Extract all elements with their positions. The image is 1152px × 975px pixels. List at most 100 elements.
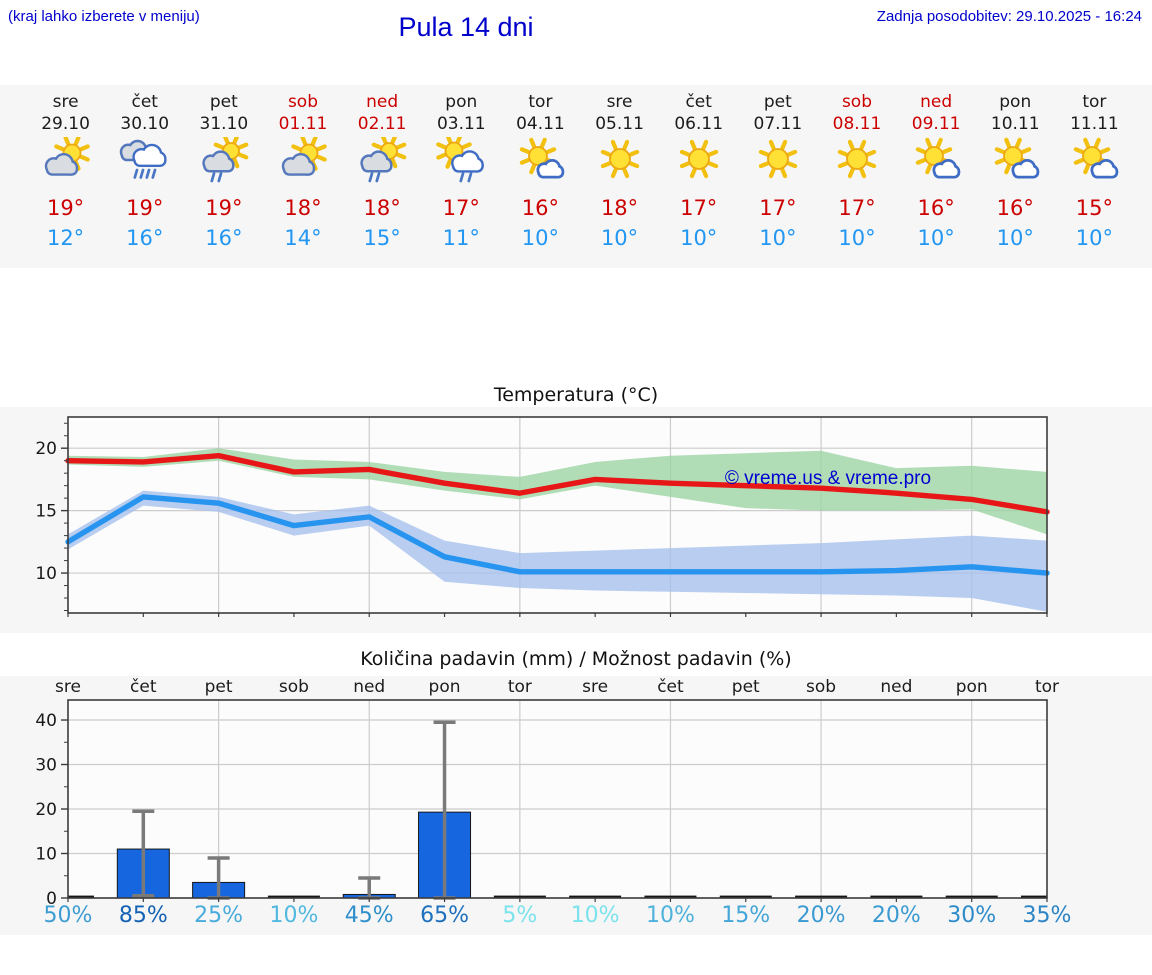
tmax-label: 16°	[917, 196, 955, 220]
sunny-icon	[758, 139, 798, 179]
tmin-label: 10°	[759, 226, 797, 250]
precip-day-label: pon	[955, 677, 988, 697]
tmin-label: 16°	[126, 226, 164, 250]
day-date-label: 02.11	[357, 114, 407, 134]
precipitation-chart-title: Količina padavin (mm) / Možnost padavin …	[360, 648, 792, 670]
sun-small-cloud-icon	[994, 137, 1040, 179]
svg-text:40: 40	[35, 711, 57, 731]
precip-zero-bar	[719, 895, 772, 898]
tmax-label: 18°	[363, 196, 401, 220]
svg-text:15: 15	[35, 502, 57, 522]
forecast-strip: sre 29.10 19° 12° čet 30.10 19° 16° pet 31.10 19° 1…	[0, 85, 1152, 268]
sun-small-cloud-icon	[915, 137, 961, 179]
svg-text:10: 10	[35, 564, 57, 584]
svg-text:20: 20	[35, 800, 57, 820]
forecast-day: pet 31.10 19° 16°	[184, 85, 263, 268]
day-name-label: pet	[763, 92, 792, 112]
precip-probability-label: 65%	[420, 903, 469, 928]
tmin-label: 10°	[600, 226, 639, 250]
precip-day-label: ned	[880, 677, 913, 697]
day-name-label: sob	[841, 92, 872, 112]
precip-day-label: sob	[278, 677, 309, 697]
tmin-label: 10°	[996, 226, 1034, 250]
day-date-label: 01.11	[278, 114, 328, 134]
precip-day-label: sre	[582, 677, 609, 697]
day-date-label: 07.11	[753, 114, 803, 134]
temperature-chart-title: Temperatura (°C)	[493, 384, 659, 406]
temperature-chart: © vreme.us & vreme.pro 10 15 20	[35, 416, 1050, 617]
tmax-label: 18°	[600, 196, 639, 220]
precip-zero-bar	[945, 895, 998, 898]
tmin-label: 10°	[917, 226, 955, 250]
menu-hint: (kraj lahko izberete v meniju)	[8, 8, 200, 25]
day-name-label: čet	[131, 92, 158, 112]
forecast-day: ned 02.11 18° 15°	[343, 85, 422, 268]
precip-zero-bar	[267, 895, 320, 898]
precip-day-label: sob	[806, 677, 837, 697]
day-name-label: pet	[209, 92, 238, 112]
forecast-day: sob 01.11 18° 14°	[263, 85, 342, 268]
sun-whitecloud-rain-icon	[436, 137, 485, 183]
sun-gray-cloud-icon	[44, 137, 90, 176]
rain-clouds-icon	[119, 139, 167, 179]
day-name-label: čet	[685, 92, 712, 112]
min-temperature-line	[65, 494, 1050, 576]
precip-probability-label: 20%	[871, 903, 921, 928]
sunny-icon	[600, 139, 639, 179]
day-name-label: pon	[999, 92, 1032, 112]
precip-probability-label: 35%	[1022, 903, 1072, 928]
precip-probability-label: 50%	[43, 903, 93, 928]
precip-day-label: čet	[657, 677, 684, 697]
day-date-label: 08.11	[832, 114, 882, 134]
day-date-label: 11.11	[1070, 114, 1119, 134]
page-title: Pula 14 dni	[398, 12, 534, 42]
forecast-day: pon 10.11 16° 10°	[976, 85, 1055, 268]
tmin-label: 10°	[1075, 226, 1114, 250]
tmin-label: 16°	[205, 226, 243, 250]
tmin-label: 11°	[442, 226, 480, 250]
tmin-label: 14°	[284, 226, 322, 250]
svg-text:20: 20	[35, 439, 57, 459]
sun-small-cloud-icon	[520, 137, 565, 179]
precip-day-label: čet	[130, 677, 157, 697]
tmax-label: 15°	[1075, 196, 1114, 220]
day-date-label: 30.10	[120, 114, 170, 134]
day-date-label: 10.11	[990, 114, 1040, 134]
last-update-label: Zadnja posodobitev: 29.10.2025 - 16:24	[876, 8, 1142, 25]
forecast-day: sre 05.11 18° 10°	[580, 85, 659, 268]
tmax-label: 19°	[126, 196, 164, 220]
precipitation-chart: 0 10 20 30 40	[35, 699, 1048, 905]
precip-probability-label: 45%	[344, 903, 394, 928]
day-date-label: 03.11	[436, 114, 486, 134]
day-date-label: 09.11	[911, 114, 961, 134]
tmax-label: 16°	[521, 196, 560, 220]
forecast-day: čet 06.11 17° 10°	[659, 85, 738, 268]
max-temperature-line	[65, 453, 1050, 515]
day-date-label: 29.10	[41, 114, 90, 134]
precip-probability-label: 85%	[118, 903, 168, 928]
precip-probability-label: 15%	[721, 903, 771, 928]
precip-zero-bar	[644, 895, 697, 898]
tmax-label: 16°	[996, 196, 1034, 220]
day-name-label: sob	[287, 92, 319, 112]
precip-zero-bar	[870, 895, 923, 898]
svg-text:0: 0	[46, 889, 57, 905]
tmax-label: 19°	[46, 196, 85, 220]
day-date-label: 31.10	[199, 114, 249, 134]
sun-cloud-rain-icon	[360, 137, 407, 183]
precip-probability-label: 10%	[570, 903, 620, 928]
forecast-day: tor 04.11 16° 10°	[501, 85, 580, 268]
tmin-label: 10°	[838, 226, 876, 250]
precip-zero-bar	[493, 895, 546, 898]
svg-text:30: 30	[35, 756, 57, 776]
tmax-label: 17°	[838, 196, 876, 220]
day-date-label: 06.11	[674, 114, 724, 134]
precip-zero-bar	[68, 895, 94, 898]
watermark: © vreme.us & vreme.pro	[725, 468, 931, 489]
day-name-label: pon	[445, 92, 478, 112]
forecast-day: pon 03.11 17° 11°	[422, 85, 501, 268]
tmin-label: 15°	[363, 226, 401, 250]
day-name-label: sre	[606, 92, 633, 112]
precip-probability-label: 20%	[796, 903, 846, 928]
